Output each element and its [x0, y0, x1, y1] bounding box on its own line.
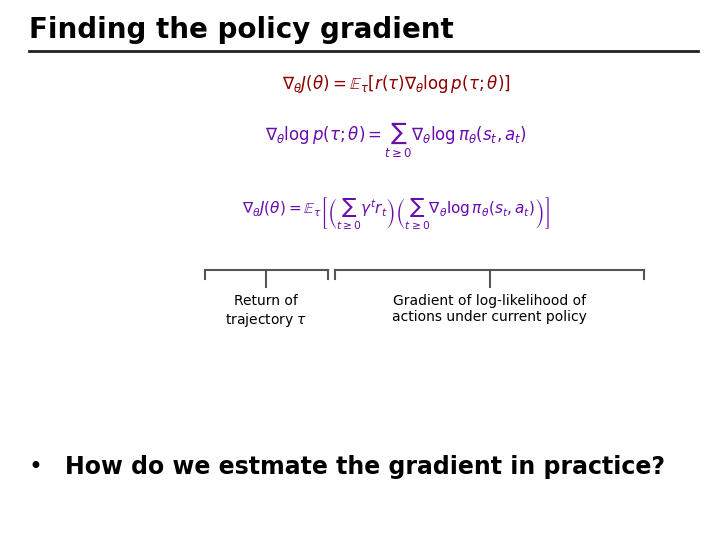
Text: $\nabla_\theta \log p(\tau; \theta) = \sum_{t \geq 0} \nabla_\theta \log \pi_\th: $\nabla_\theta \log p(\tau; \theta) = \s… — [265, 121, 527, 160]
Text: How do we estmate the gradient in practice?: How do we estmate the gradient in practi… — [65, 455, 665, 479]
Text: $\nabla_\theta J(\theta) = \mathbb{E}_\tau[r(\tau)\nabla_\theta \log p(\tau; \th: $\nabla_\theta J(\theta) = \mathbb{E}_\t… — [282, 73, 510, 94]
Text: Gradient of log-likelihood of
actions under current policy: Gradient of log-likelihood of actions un… — [392, 294, 587, 325]
Text: Return of
trajectory $\tau$: Return of trajectory $\tau$ — [225, 294, 307, 329]
Text: •: • — [29, 455, 42, 479]
Text: $\nabla_\theta J(\theta) = \mathbb{E}_\tau \left[\left(\sum_{t \geq 0} \gamma^t : $\nabla_\theta J(\theta) = \mathbb{E}_\t… — [242, 195, 550, 231]
Text: Finding the policy gradient: Finding the policy gradient — [29, 16, 454, 44]
